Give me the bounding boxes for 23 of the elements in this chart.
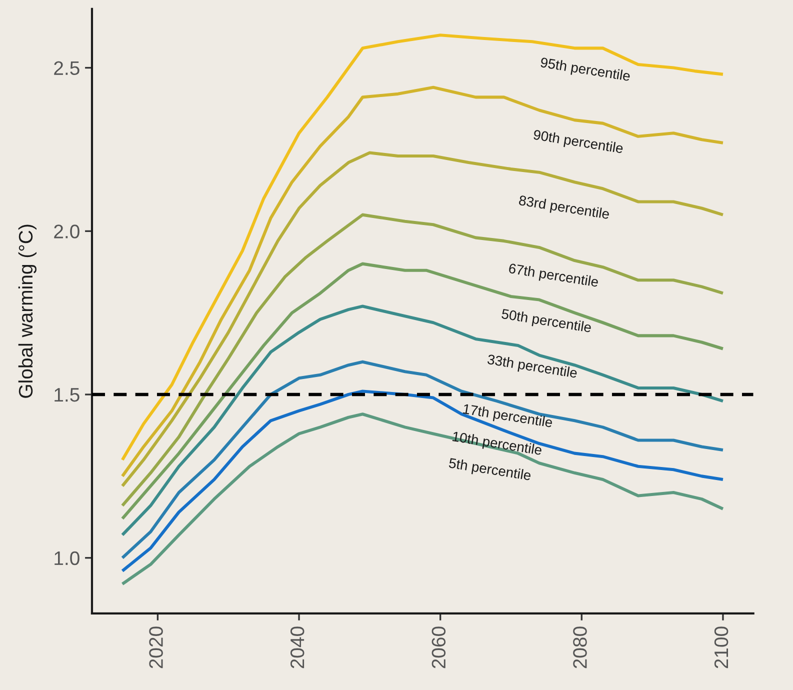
y-tick-label: 2.0	[54, 224, 80, 238]
x-tick-label: 2100	[714, 626, 728, 668]
line-series	[120, 151, 724, 488]
text: 90th percentile	[532, 129, 624, 156]
y-tick-label: 1.5	[54, 388, 80, 402]
text: 67th percentile	[508, 262, 599, 290]
text: 5th percentile	[448, 458, 532, 484]
text: 17th percentile	[462, 403, 553, 430]
text: 83rd percentile	[518, 194, 610, 222]
x-tick-label: 2080	[573, 626, 587, 668]
text: 33th percentile	[486, 354, 578, 381]
text: 10th percentile	[452, 431, 542, 458]
x-tick-label: 2060	[432, 626, 446, 668]
line-series	[120, 390, 724, 572]
y-axis-title: Global warming (°C)	[18, 224, 36, 398]
text: 50th percentile	[500, 308, 592, 336]
line-series	[120, 304, 724, 537]
x-tick-label: 2040	[290, 626, 304, 668]
line-series	[120, 262, 724, 520]
y-tick-label: 1.0	[54, 551, 80, 566]
x-tick-label: 2020	[149, 626, 163, 668]
text: 95th percentile	[540, 56, 631, 84]
y-tick-label: 2.5	[54, 61, 80, 76]
